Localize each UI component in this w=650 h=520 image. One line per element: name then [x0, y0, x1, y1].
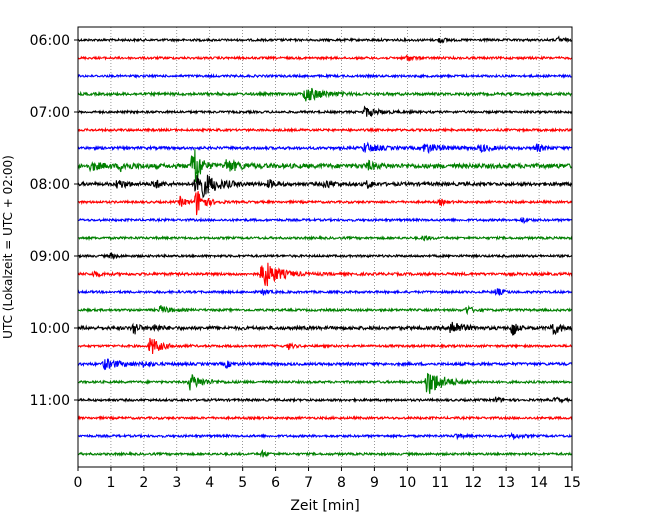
trace-line	[77, 35, 573, 44]
vertical-gridlines	[110, 27, 540, 467]
trace-line	[77, 431, 573, 441]
x-tick-label: 13	[497, 475, 515, 491]
x-tick-label: 7	[304, 475, 313, 491]
trace-line	[77, 252, 573, 260]
y-tick-label: 08:00	[30, 177, 70, 193]
x-tick-label: 1	[106, 475, 115, 491]
x-tick-label: 6	[271, 475, 280, 491]
x-tick-label: 10	[398, 475, 416, 491]
y-axis: 06:00 07:00 08:00 09:00 10:00 11:00	[30, 33, 78, 409]
trace-line	[78, 126, 573, 134]
trace-line	[77, 87, 573, 102]
trace-line	[77, 321, 573, 336]
x-tick-label: 2	[139, 475, 148, 491]
trace-line	[77, 72, 573, 80]
x-tick-label: 14	[530, 475, 548, 491]
x-axis-label: Zeit [min]	[290, 498, 359, 514]
trace-line	[77, 372, 573, 394]
trace-line	[77, 191, 573, 216]
x-tick-label: 0	[74, 475, 83, 491]
trace-line	[77, 288, 573, 296]
x-tick-label: 5	[238, 475, 247, 491]
trace-line	[77, 337, 573, 355]
trace-line	[77, 149, 573, 182]
x-tick-label: 4	[205, 475, 214, 491]
x-tick-label: 12	[464, 475, 482, 491]
y-axis-label: UTC (Lokalzeit = UTC + 02:00)	[1, 155, 15, 339]
y-tick-label: 10:00	[30, 321, 70, 337]
trace-line	[77, 54, 573, 62]
x-axis: 0 1 2 3 4 5 6 7 8 9 10 11 12 13 14 15	[74, 467, 581, 491]
x-tick-label: 3	[172, 475, 181, 491]
y-tick-label: 09:00	[30, 249, 70, 265]
trace-line	[77, 216, 573, 225]
seismic-traces	[77, 35, 573, 458]
trace-line	[77, 174, 573, 199]
trace-line	[77, 358, 573, 371]
trace-line	[77, 141, 573, 155]
trace-line	[77, 262, 573, 287]
trace-line	[77, 105, 573, 118]
y-tick-label: 07:00	[30, 105, 70, 121]
trace-line	[77, 304, 573, 316]
plot-frame	[77, 26, 573, 468]
y-tick-label: 06:00	[30, 33, 70, 49]
x-tick-label: 15	[563, 475, 581, 491]
x-tick-label: 11	[431, 475, 449, 491]
x-tick-label: 9	[370, 475, 379, 491]
trace-line	[77, 396, 573, 404]
trace-line	[77, 414, 573, 421]
y-tick-label: 11:00	[30, 393, 70, 409]
trace-line	[77, 234, 573, 242]
trace-line	[77, 449, 573, 458]
x-tick-label: 8	[337, 475, 346, 491]
